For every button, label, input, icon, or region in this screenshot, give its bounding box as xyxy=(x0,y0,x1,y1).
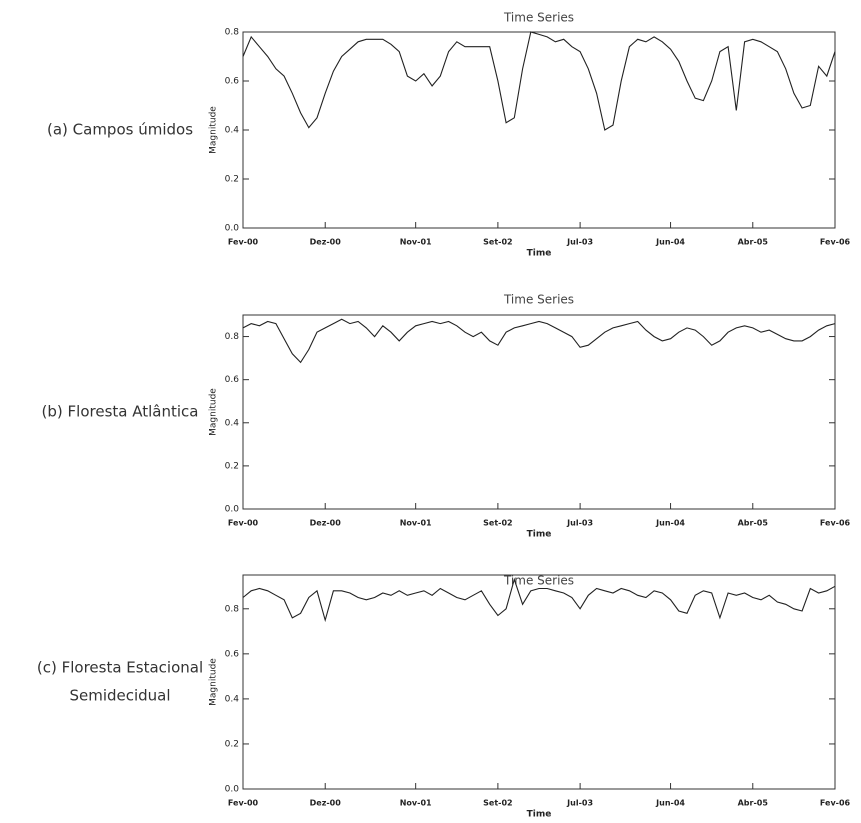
panel-label: (b) Floresta Atlântica xyxy=(42,403,199,421)
y-tick-label: 0.6 xyxy=(225,649,240,659)
x-tick-label: Fev-00 xyxy=(228,799,259,808)
y-tick-label: 0.2 xyxy=(225,739,239,749)
series-line xyxy=(242,577,836,623)
y-tick-label: 0.2 xyxy=(225,461,239,471)
x-tick-label: Jul-03 xyxy=(566,519,593,528)
y-tick-label: 0.4 xyxy=(225,418,240,428)
y-tick-label: 0.8 xyxy=(225,604,240,614)
x-tick-label: Fev-06 xyxy=(820,519,851,528)
x-tick-label: Jun-04 xyxy=(655,238,685,247)
x-tick-label: Jun-04 xyxy=(655,799,685,808)
y-axis-label: Magnitude xyxy=(209,658,219,706)
x-tick-label: Dez-00 xyxy=(310,238,342,247)
x-tick-label: Nov-01 xyxy=(400,238,432,247)
x-tick-label: Dez-00 xyxy=(310,799,342,808)
y-tick-label: 0.0 xyxy=(225,505,240,515)
y-tick-label: 0.6 xyxy=(225,375,240,385)
x-tick-label: Jun-04 xyxy=(655,519,685,528)
plot-frame xyxy=(242,31,836,229)
y-tick-label: 0.0 xyxy=(225,785,240,795)
panel-label: (a) Campos úmidos xyxy=(47,121,193,139)
panel-label: (c) Floresta Estacional xyxy=(37,659,203,677)
series-line xyxy=(242,318,836,364)
plot-frame xyxy=(242,574,836,790)
x-tick-label: Abr-05 xyxy=(738,799,769,808)
x-tick-label: Abr-05 xyxy=(738,238,769,247)
x-tick-label: Abr-05 xyxy=(738,519,769,528)
chart-title: Time Series xyxy=(503,293,574,307)
y-tick-label: 0.0 xyxy=(225,224,240,234)
y-tick-label: 0.6 xyxy=(225,77,240,87)
chart-title: Time Series xyxy=(503,574,574,588)
x-tick-label: Jul-03 xyxy=(566,238,593,247)
y-tick-label: 0.4 xyxy=(225,694,240,704)
x-tick-label: Fev-06 xyxy=(820,238,851,247)
y-tick-label: 0.4 xyxy=(225,126,240,136)
x-axis-label: Time xyxy=(527,810,552,820)
x-axis-label: Time xyxy=(527,530,552,540)
x-tick-label: Set-02 xyxy=(483,519,512,528)
y-axis-label: Magnitude xyxy=(209,106,219,154)
y-tick-label: 0.8 xyxy=(225,28,240,38)
x-tick-label: Nov-01 xyxy=(400,799,432,808)
x-tick-label: Dez-00 xyxy=(310,519,342,528)
y-axis-label: Magnitude xyxy=(209,388,219,436)
x-tick-label: Jul-03 xyxy=(566,799,593,808)
chart-title: Time Series xyxy=(503,11,574,25)
series-line xyxy=(242,31,836,131)
x-tick-label: Nov-01 xyxy=(400,519,432,528)
x-tick-label: Set-02 xyxy=(483,238,512,247)
x-tick-label: Set-02 xyxy=(483,799,512,808)
plot-frame xyxy=(242,314,836,510)
x-axis-label: Time xyxy=(527,249,552,259)
y-tick-label: 0.8 xyxy=(225,332,240,342)
x-tick-label: Fev-06 xyxy=(820,799,851,808)
x-tick-label: Fev-00 xyxy=(228,238,259,247)
y-tick-label: 0.2 xyxy=(225,175,239,185)
panel-label: Semidecidual xyxy=(69,687,170,705)
x-tick-label: Fev-00 xyxy=(228,519,259,528)
